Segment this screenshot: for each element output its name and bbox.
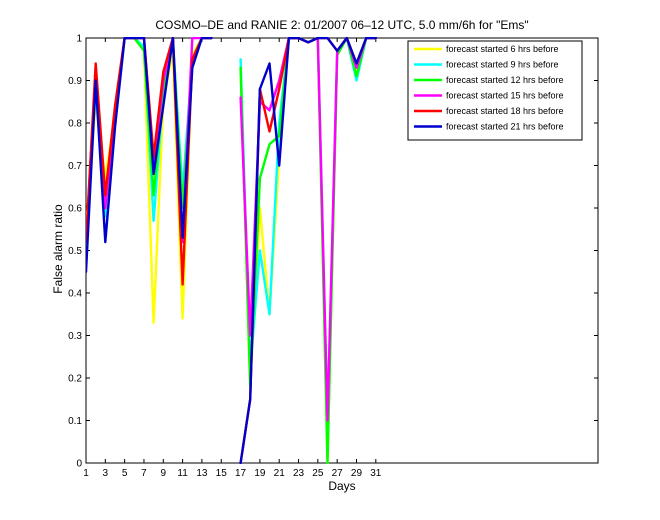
x-tick-label: 29 <box>351 468 363 479</box>
legend: forecast started 6 hrs before forecast st… <box>407 40 583 141</box>
legend-label-2: forecast started 9 hrs before <box>446 60 559 70</box>
y-tick-label: 0.9 <box>68 76 82 87</box>
x-tick-label: 13 <box>196 468 208 479</box>
x-tick-label: 15 <box>216 468 228 479</box>
x-tick-label: 1 <box>83 468 89 479</box>
y-tick-label: 0.6 <box>68 204 82 215</box>
legend-label-6: forecast started 21 hrs before <box>446 122 564 132</box>
legend-box <box>407 40 583 141</box>
y-tick-label: 0 <box>76 459 82 470</box>
x-tick-label: 11 <box>177 468 188 479</box>
chart-title: COSMO–DE and RANIE 2: 01/2007 06–12 UTC,… <box>155 18 528 32</box>
x-tick-label: 25 <box>312 468 324 479</box>
legend-label-1: forecast started 6 hrs before <box>446 44 559 54</box>
x-axis-label: Days <box>328 479 355 493</box>
legend-label-5: forecast started 18 hrs before <box>446 106 564 116</box>
y-tick-label: 0.4 <box>68 289 82 300</box>
x-tick-label: 5 <box>122 468 128 479</box>
x-tick-label: 3 <box>103 468 109 479</box>
series-group <box>86 37 377 464</box>
legend-label-3: forecast started 12 hrs before <box>446 75 564 85</box>
x-tick-label: 27 <box>332 468 344 479</box>
x-tick-label: 31 <box>370 468 382 479</box>
x-tick-label: 21 <box>274 468 286 479</box>
x-tick-label: 7 <box>141 468 147 479</box>
y-tick-label: 0.7 <box>68 161 82 172</box>
x-tick-label: 19 <box>254 468 266 479</box>
series-line-6 <box>86 37 377 464</box>
x-tick-label: 23 <box>293 468 305 479</box>
x-tick-label: 17 <box>235 468 247 479</box>
y-tick-label: 0.5 <box>68 246 82 257</box>
legend-label-4: forecast started 15 hrs before <box>446 91 564 101</box>
x-tick-label: 9 <box>161 468 167 479</box>
y-tick-label: 0.2 <box>68 374 82 385</box>
y-axis-label: False alarm ratio <box>51 204 65 294</box>
y-tick-label: 0.3 <box>68 331 82 342</box>
y-tick-label: 0.8 <box>68 119 82 130</box>
y-tick-label: 1 <box>76 34 82 45</box>
y-tick-label: 0.1 <box>68 416 82 427</box>
